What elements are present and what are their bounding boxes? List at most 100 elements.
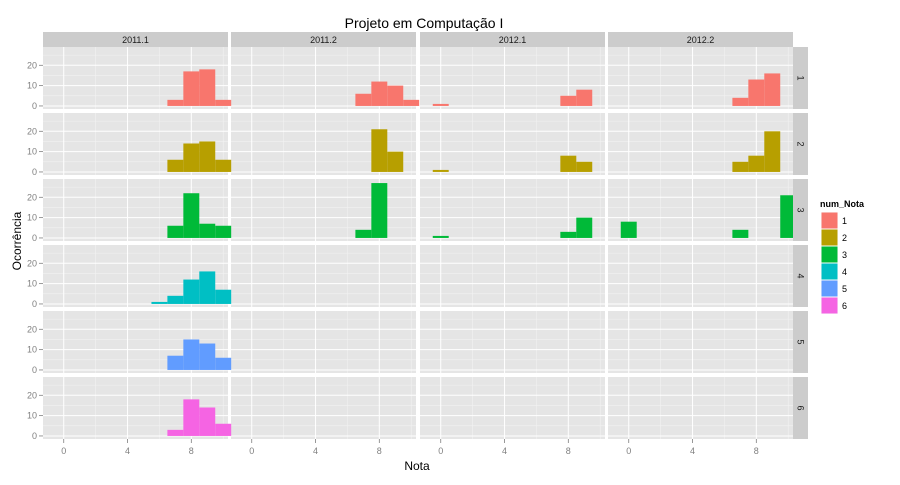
y-tick-label: 10: [27, 81, 37, 91]
y-tick-label: 0: [32, 101, 37, 111]
y-tick-label: 20: [27, 60, 37, 70]
facet-panel: [231, 245, 416, 307]
facet-row-label: 6: [796, 405, 806, 410]
histogram-bar: [167, 295, 184, 304]
x-tick-label: 0: [61, 446, 66, 456]
histogram-bar: [199, 141, 216, 172]
facet-strip-right: [793, 113, 808, 175]
legend: num_Nota 1 2 3 4 5 6: [820, 199, 865, 315]
panel-background: [420, 311, 605, 373]
histogram-bar: [199, 223, 216, 238]
legend-label: 1: [842, 216, 847, 226]
facet-panel: [608, 311, 793, 373]
panel-background: [231, 245, 416, 307]
y-tick-label: 0: [32, 299, 37, 309]
facet-col-label: 2012.1: [499, 35, 527, 45]
x-tick-label: 4: [690, 446, 695, 456]
legend-label: 6: [842, 301, 847, 311]
histogram-bar: [764, 131, 781, 172]
histogram-bar: [560, 95, 577, 106]
facet-panel: [608, 179, 793, 241]
facet-panel: [231, 311, 416, 373]
histogram-bar: [432, 235, 449, 238]
histogram-bar: [732, 161, 749, 172]
facet-strip-top: [608, 32, 793, 47]
facet-panel: [608, 377, 793, 439]
histogram-bar: [560, 231, 577, 238]
histogram-bar: [215, 423, 232, 436]
y-tick-label: 0: [32, 233, 37, 243]
facet-strip-right: [793, 311, 808, 373]
chart-title: Projeto em Computação I: [345, 15, 504, 31]
histogram-bar: [199, 69, 216, 106]
histogram-bar: [183, 339, 200, 370]
panel-background: [608, 311, 793, 373]
facet-strip-right: [793, 179, 808, 241]
histogram-bar: [183, 143, 200, 172]
histogram-bar: [199, 343, 216, 370]
legend-swatch: [821, 246, 838, 263]
legend-label: 4: [842, 267, 847, 277]
histogram-bar: [199, 271, 216, 304]
histogram-bar: [560, 155, 577, 172]
x-tick-label: 8: [377, 446, 382, 456]
facet-strip-top: [43, 32, 228, 47]
histogram-bar: [371, 129, 388, 172]
panel-background: [608, 377, 793, 439]
histogram-bar: [576, 161, 593, 172]
x-tick-label: 0: [249, 446, 254, 456]
histogram-bar: [387, 85, 404, 106]
histogram-bar: [183, 193, 200, 238]
histogram-bar: [215, 289, 232, 304]
histogram-bar: [403, 99, 420, 106]
histogram-bar: [371, 81, 388, 106]
facet-col-label: 2011.2: [310, 35, 337, 45]
facet-row-label: 3: [796, 207, 806, 212]
histogram-bar: [355, 93, 372, 106]
y-tick-label: 20: [27, 126, 37, 136]
y-tick-label: 20: [27, 258, 37, 268]
facet-panels: 2011.1 2011.2 2012.1 2012.2 1 2 3 4 5 6 0 10 20 0 10 20…: [27, 32, 808, 456]
panel-background: [231, 311, 416, 373]
facet-panel: [420, 311, 605, 373]
panel-background: [420, 245, 605, 307]
x-tick-label: 4: [502, 446, 507, 456]
legend-swatch: [821, 297, 838, 314]
legend-label: 5: [842, 284, 847, 294]
x-tick-label: 0: [438, 446, 443, 456]
facet-strip-right: [793, 245, 808, 307]
facet-panel: [420, 179, 605, 241]
histogram-bar: [215, 225, 232, 238]
histogram-bar: [576, 217, 593, 238]
panel-background: [231, 377, 416, 439]
facet-panel: [420, 377, 605, 439]
histogram-bar: [215, 99, 232, 106]
histogram-bar: [199, 407, 216, 436]
histogram-bar: [167, 429, 184, 436]
histogram-bar: [167, 99, 184, 106]
facet-panel: [231, 377, 416, 439]
legend-title: num_Nota: [820, 199, 865, 209]
facet-row-label: 5: [796, 339, 806, 344]
legend-swatch: [821, 229, 838, 246]
histogram-bar: [355, 229, 372, 238]
facet-strip-top: [231, 32, 416, 47]
x-axis-label: Nota: [404, 459, 430, 473]
histogram-bar: [167, 355, 184, 370]
y-tick-label: 10: [27, 279, 37, 289]
histogram-bar: [183, 399, 200, 436]
x-tick-label: 4: [125, 446, 130, 456]
y-axis-label: Ocorrência: [10, 211, 24, 270]
panel-background: [608, 179, 793, 241]
facet-row-label: 1: [796, 75, 806, 80]
histogram-bar: [387, 151, 404, 172]
facet-row-label: 2: [796, 141, 806, 146]
facet-panel: [420, 245, 605, 307]
y-tick-label: 0: [32, 431, 37, 441]
histogram-bar: [780, 195, 797, 238]
histogram-bar: [432, 169, 449, 172]
y-tick-label: 10: [27, 345, 37, 355]
histogram-bar: [732, 229, 749, 238]
histogram-bar: [183, 279, 200, 304]
